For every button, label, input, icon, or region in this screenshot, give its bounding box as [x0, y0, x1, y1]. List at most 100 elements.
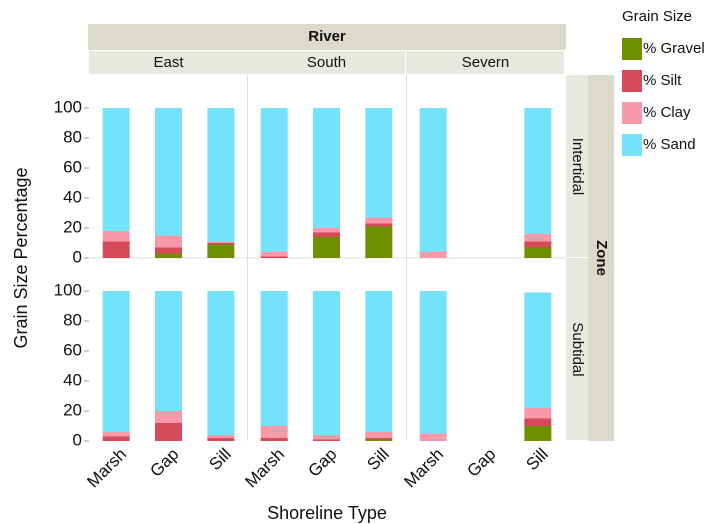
bar-segment: [419, 291, 447, 434]
bar-segment: [260, 256, 288, 258]
y-tick-label: 100: [54, 280, 82, 299]
legend-swatch: [622, 134, 642, 156]
bar-segment: [313, 237, 340, 258]
row-strip: [566, 258, 588, 440]
x-tick-label: Marsh: [241, 445, 288, 492]
bar-segment: [260, 252, 288, 257]
bar-segment: [155, 235, 182, 248]
bar-segment: [102, 241, 130, 258]
column-facet-title: River: [308, 28, 346, 45]
bar-segment: [524, 418, 552, 426]
legend-label: % Sand: [643, 136, 696, 153]
x-tick-label: Gap: [146, 445, 182, 481]
bar-segment: [155, 423, 182, 441]
column-strip: [89, 51, 247, 74]
bar-segment: [102, 432, 130, 437]
x-tick-label: Sill: [363, 445, 392, 474]
x-tick-label: Sill: [522, 445, 551, 474]
bar-segment: [419, 433, 447, 441]
bar-segment: [207, 438, 235, 441]
bar-segment: [260, 291, 288, 426]
bar-segment: [524, 241, 552, 248]
row-label: Intertidal: [569, 138, 586, 196]
bar-segment: [313, 291, 340, 435]
bar-segment: [102, 291, 130, 432]
bar-segment: [313, 108, 340, 228]
bar-segment: [313, 228, 340, 233]
bar-segment: [365, 291, 393, 432]
row-label: Subtidal: [569, 322, 586, 376]
bar-segment: [155, 291, 182, 411]
legend-swatch: [622, 38, 642, 60]
row-facet-title: Zone: [593, 240, 610, 276]
bar-segment: [524, 108, 552, 234]
y-tick-label: 80: [63, 127, 82, 146]
bar-segment: [155, 253, 182, 258]
bar-segment: [102, 108, 130, 231]
y-tick-label: 0: [73, 247, 82, 266]
bar-segment: [365, 432, 393, 438]
y-tick-label: 0: [73, 430, 82, 449]
y-tick-label: 80: [63, 310, 82, 329]
bar-segment: [365, 223, 393, 227]
bar-segment: [313, 435, 340, 440]
y-axis-label: Grain Size Percentage: [11, 167, 31, 348]
legend-label: % Clay: [643, 104, 691, 121]
bar-segment: [207, 243, 235, 245]
bar-segment: [102, 231, 130, 242]
bar-segment: [419, 252, 447, 258]
bar-segment: [365, 438, 393, 440]
y-tick-label: 40: [63, 187, 82, 206]
bar-segment: [524, 247, 552, 258]
bar-segment: [419, 108, 447, 252]
legend-swatch: [622, 102, 642, 124]
bar-segment: [207, 244, 235, 258]
column-label: Severn: [462, 54, 510, 71]
y-tick-label: 100: [54, 97, 82, 116]
legend-label: % Gravel: [643, 40, 705, 57]
bar-segment: [260, 438, 288, 441]
bar-segment: [155, 108, 182, 236]
bar-segment: [207, 291, 235, 435]
bar-segment: [365, 217, 393, 224]
x-tick-label: Marsh: [400, 445, 447, 492]
x-tick-label: Marsh: [83, 445, 130, 492]
x-tick-label: Gap: [463, 445, 499, 481]
bar-segment: [260, 426, 288, 438]
bar-segment: [365, 226, 393, 258]
column-facet-strip: [88, 24, 566, 50]
bar-segment: [313, 232, 340, 237]
x-tick-label: Gap: [304, 445, 340, 481]
bar-segment: [102, 436, 130, 441]
bar-segment: [155, 247, 182, 254]
bar-segment: [207, 108, 235, 242]
bar-segment: [524, 426, 552, 441]
bar-segment: [524, 292, 552, 408]
y-tick-label: 20: [63, 217, 82, 236]
column-strip: [406, 51, 564, 74]
x-axis-label: Shoreline Type: [267, 503, 387, 523]
legend-swatch: [622, 70, 642, 92]
y-tick-label: 60: [63, 157, 82, 176]
bar-segment: [524, 234, 552, 242]
bar-segment: [155, 411, 182, 423]
bar-segment: [260, 108, 288, 252]
bar-segment: [365, 439, 393, 441]
y-tick-label: 40: [63, 370, 82, 389]
bar-segment: [207, 435, 235, 438]
y-tick-label: 20: [63, 400, 82, 419]
row-strip: [566, 75, 588, 257]
bar-segment: [313, 439, 340, 441]
legend-label: % Silt: [643, 72, 682, 89]
x-tick-label: Sill: [205, 445, 234, 474]
legend-title: Grain Size: [622, 8, 692, 25]
y-tick-label: 60: [63, 340, 82, 359]
bar-segment: [524, 408, 552, 419]
column-strip: [247, 51, 405, 74]
column-label: South: [307, 54, 346, 71]
row-facet-strip: [588, 75, 614, 441]
column-label: East: [153, 54, 184, 71]
bar-segment: [365, 108, 393, 218]
bar-segment: [207, 241, 235, 243]
